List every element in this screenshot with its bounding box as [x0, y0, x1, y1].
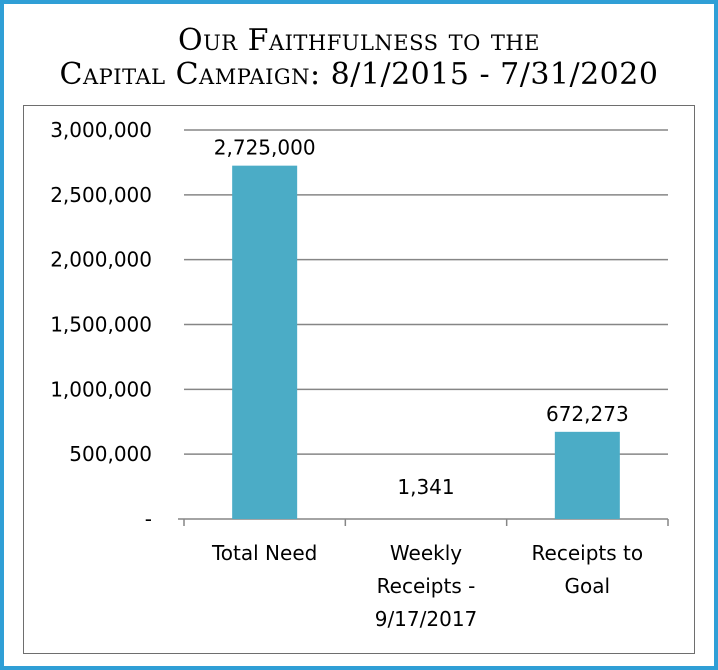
data-label: 2,725,000	[214, 136, 316, 160]
y-tick-label: -	[145, 507, 152, 531]
bar	[232, 165, 298, 520]
x-category-label: Receipts -	[377, 574, 476, 598]
y-tick-label: 2,000,000	[50, 248, 152, 272]
y-tick-label: 3,000,000	[50, 118, 152, 142]
x-category-label: 9/17/2017	[375, 607, 478, 631]
y-tick-label: 500,000	[69, 442, 152, 466]
x-category-label: Total Need	[211, 541, 317, 565]
chart-title: Our Faithfulness to the Capital Campaign…	[4, 24, 714, 92]
chart-title-line-2: Capital Campaign: 8/1/2015 - 7/31/2020	[59, 57, 659, 92]
x-category-label: Weekly	[390, 541, 462, 565]
chart-title-line-1: Our Faithfulness to the	[177, 23, 540, 58]
x-category-label: Receipts to	[532, 541, 644, 565]
plot-area-border	[23, 105, 695, 654]
data-label: 672,273	[546, 402, 629, 426]
y-tick-label: 1,000,000	[50, 377, 152, 401]
y-tick-label: 1,500,000	[50, 313, 152, 337]
y-tick-label: 2,500,000	[50, 183, 152, 207]
data-label: 1,341	[397, 475, 454, 499]
bar	[554, 431, 620, 519]
x-category-label: Goal	[565, 574, 611, 598]
